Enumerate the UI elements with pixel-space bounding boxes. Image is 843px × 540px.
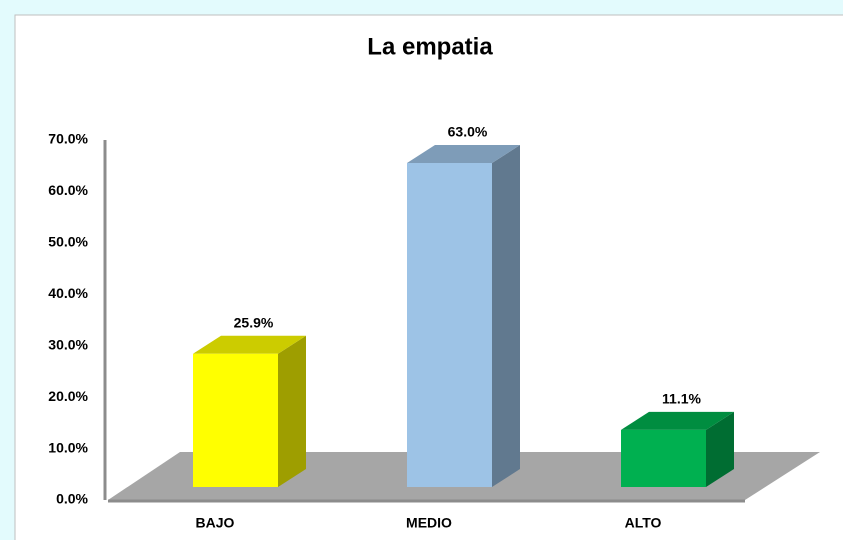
bar xyxy=(407,145,520,487)
bar-top xyxy=(621,411,734,430)
bar-side xyxy=(278,335,306,487)
bar-front xyxy=(193,353,278,487)
data-label: 11.1% xyxy=(662,391,701,407)
y-tick-label: 0.0% xyxy=(56,491,88,507)
bar-front xyxy=(407,163,492,487)
y-tick-label: 10.0% xyxy=(48,439,88,455)
bar-top xyxy=(193,335,306,354)
y-tick-label: 30.0% xyxy=(48,336,88,352)
x-tick-label: BAJO xyxy=(196,515,235,531)
bar xyxy=(621,411,734,487)
y-tick-label: 50.0% xyxy=(48,234,88,250)
x-tick-label: MEDIO xyxy=(406,515,452,531)
bar-front xyxy=(621,429,706,487)
y-tick-label: 60.0% xyxy=(48,182,88,198)
data-label: 25.9% xyxy=(234,315,274,331)
chart-title: La empatia xyxy=(367,33,493,60)
bar xyxy=(193,335,306,487)
data-label: 63.0% xyxy=(448,124,488,140)
y-tick-label: 20.0% xyxy=(48,388,88,404)
bar-side xyxy=(706,411,734,487)
y-tick-label: 70.0% xyxy=(48,131,88,147)
y-tick-label: 40.0% xyxy=(48,285,88,301)
bar-top xyxy=(407,145,520,163)
bar-side xyxy=(492,145,520,487)
x-tick-label: ALTO xyxy=(625,515,662,531)
